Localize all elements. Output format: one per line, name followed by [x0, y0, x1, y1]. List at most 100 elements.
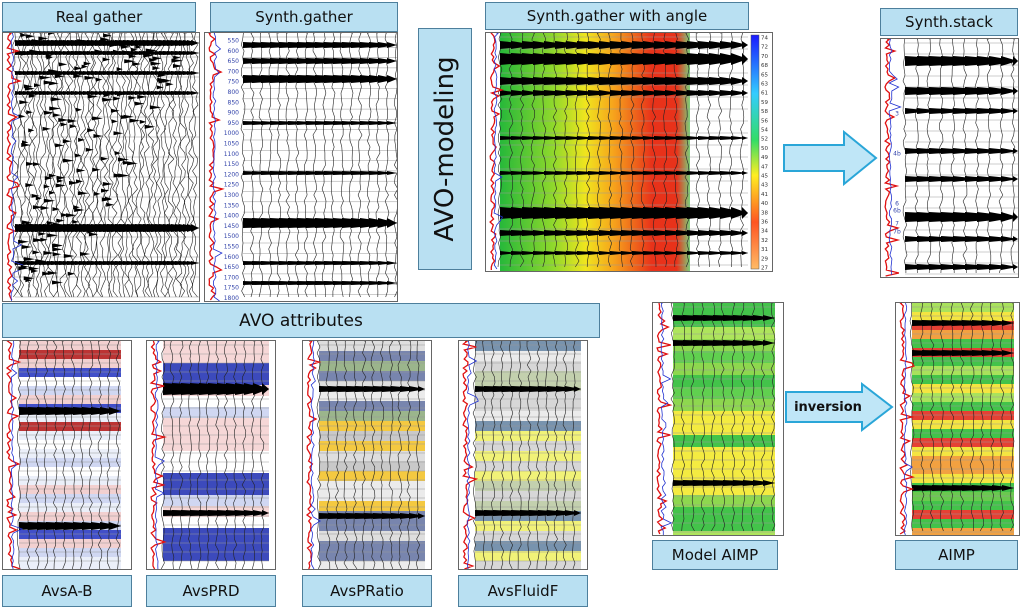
- wiggle: [731, 251, 748, 255]
- well-log: [656, 303, 673, 535]
- seismic: 74 72 70 68 65 63 61 59 58 56 54 52 50 49 47 45 43 41 40 38…: [489, 33, 768, 271]
- wiggle: [52, 113, 62, 118]
- wiggle: [731, 171, 748, 175]
- trace: [135, 33, 143, 298]
- trace: [986, 39, 992, 274]
- band: [319, 451, 425, 461]
- wiggle: [61, 212, 69, 217]
- wiggle: [665, 251, 686, 255]
- trace: [88, 341, 94, 569]
- trace: [530, 33, 536, 268]
- band: [19, 377, 121, 386]
- colorbar-label: 56: [761, 118, 768, 124]
- wiggle: [599, 251, 619, 255]
- band: [319, 481, 425, 491]
- wiggle: [109, 43, 118, 48]
- band: [475, 551, 581, 561]
- trace: [415, 341, 421, 569]
- wiggle: [58, 118, 70, 123]
- trace: [366, 33, 372, 298]
- band: [19, 548, 121, 557]
- trace: [241, 341, 247, 569]
- band: [673, 495, 775, 507]
- wiggle: [191, 91, 199, 95]
- trace: [684, 33, 690, 268]
- trace: [544, 341, 550, 569]
- trace: [43, 341, 49, 569]
- wiggle: [102, 97, 114, 102]
- trace: [508, 341, 514, 569]
- wiggle: [38, 231, 47, 236]
- trace: [562, 341, 568, 569]
- wiggle: [262, 510, 269, 516]
- depth-label: 750: [228, 79, 240, 86]
- colorbar-label: 58: [761, 109, 768, 115]
- trace: [169, 341, 175, 569]
- depth-label: 800: [228, 89, 240, 96]
- wiggle: [166, 82, 174, 87]
- wiggle: [48, 33, 55, 36]
- wiggle: [128, 95, 137, 100]
- band: [19, 359, 121, 368]
- trace: [618, 33, 624, 268]
- trace: [989, 303, 995, 532]
- wiggle: [1013, 56, 1018, 66]
- colorbar-label: 68: [761, 63, 768, 69]
- trace: [285, 33, 291, 298]
- trace: [11, 33, 19, 298]
- wiggle: [253, 510, 269, 516]
- trace: [969, 303, 975, 531]
- band: [163, 341, 269, 352]
- trace: [720, 303, 726, 532]
- depth-label: 900: [228, 110, 240, 117]
- wiggle: [742, 90, 748, 96]
- wiggle: [124, 59, 136, 64]
- wiggle: [132, 62, 142, 67]
- wiggle: [118, 173, 130, 178]
- trace: [497, 33, 503, 268]
- wiggle: [25, 222, 33, 227]
- band: [673, 483, 775, 495]
- band: [319, 391, 425, 401]
- wiggle: [32, 41, 44, 46]
- well-log: [466, 341, 479, 569]
- wiggle: [387, 121, 397, 125]
- wiggle: [21, 143, 32, 148]
- trace: [929, 303, 935, 532]
- wiggle: [731, 53, 748, 65]
- wiggle: [262, 383, 269, 395]
- wiggle: [130, 47, 138, 52]
- wiggle: [77, 39, 89, 44]
- wiggle: [533, 171, 553, 175]
- wiggle: [43, 110, 55, 115]
- arrow-shape: [785, 382, 894, 432]
- depth-label: 1550: [224, 244, 239, 251]
- band: [475, 431, 581, 441]
- wiggle: [47, 271, 59, 276]
- wiggle: [25, 183, 35, 188]
- wiggle: [20, 264, 29, 269]
- wiggle: [19, 100, 30, 105]
- trace: [52, 341, 58, 569]
- wiggle: [742, 136, 748, 140]
- trace: [998, 39, 1004, 274]
- wiggle: [73, 205, 80, 210]
- wiggle: [171, 58, 184, 63]
- wiggle: [69, 180, 80, 185]
- wiggle: [742, 53, 748, 65]
- wiggle: [387, 75, 397, 83]
- colorbar-label: 38: [761, 210, 768, 216]
- wiggle: [610, 251, 631, 255]
- band: [673, 375, 775, 387]
- wiggle: [33, 238, 45, 243]
- wiggle: [742, 171, 748, 175]
- colorbar-label: 43: [761, 183, 768, 189]
- band: [319, 341, 425, 351]
- wiggle: [83, 61, 92, 66]
- label: Synth.gather with angle: [485, 2, 749, 30]
- trace: [361, 341, 367, 569]
- wiggle: [149, 105, 162, 110]
- synth-angle-image: 74 72 70 68 65 63 61 59 58 56 54 52 50 49 47 45 43 41 40 38…: [485, 32, 773, 272]
- wiggle: [102, 182, 113, 187]
- wiggle: [94, 49, 103, 54]
